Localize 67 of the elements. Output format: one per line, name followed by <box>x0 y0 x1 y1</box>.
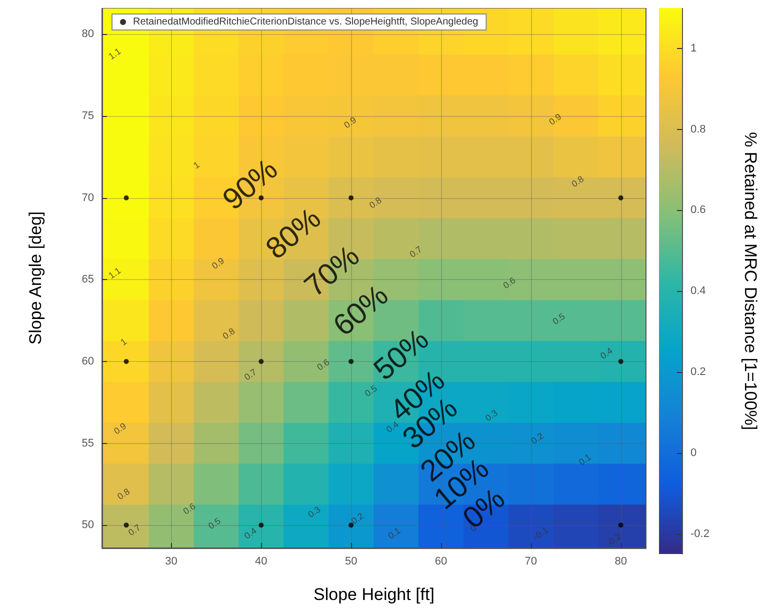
point <box>618 358 624 364</box>
point <box>618 522 624 528</box>
point <box>258 522 264 528</box>
point <box>124 522 129 528</box>
color-bar-label: 0 <box>690 446 697 459</box>
x-tick-label: 30 <box>165 556 178 568</box>
point <box>348 358 354 364</box>
annotation: 0.1 <box>386 526 402 541</box>
annotation: 0.4 <box>384 419 400 435</box>
y-tick-label: 80 <box>82 28 94 40</box>
annotation: 0.8 <box>116 486 132 502</box>
annotation: 0.1 <box>576 452 593 468</box>
annotation: 0.7 <box>408 244 424 260</box>
x-tick-label: 70 <box>524 556 538 568</box>
annotation: 0.6 <box>315 357 332 372</box>
annotation: 1 <box>191 160 202 171</box>
color-bar-label: 0.6 <box>690 204 706 216</box>
annotation: 0.9 <box>112 420 128 436</box>
annotation: 0.2 <box>349 510 366 526</box>
annotation: 90% <box>216 152 284 217</box>
point <box>348 195 354 200</box>
annotation: 0.9 <box>210 256 226 271</box>
point <box>124 358 129 364</box>
annotation: -0.1 <box>532 524 550 542</box>
x-tick-label: 40 <box>255 556 268 568</box>
annotation: 0.2 <box>529 430 546 446</box>
annotation: 0.7 <box>126 522 142 538</box>
annotation: 0.7 <box>242 366 258 382</box>
y-tick-label: 70 <box>82 192 94 204</box>
y-axis-title: Slope Angle [deg] <box>26 211 45 345</box>
annotation: 0.9 <box>547 112 564 127</box>
x-tick-label: 50 <box>344 556 358 568</box>
annotation: 1.1 <box>106 46 123 62</box>
x-tick-label: 60 <box>434 556 448 568</box>
annotation: 0.9 <box>342 114 358 130</box>
annotation: 0.3 <box>483 408 500 424</box>
y-tick-label: 65 <box>82 274 94 286</box>
annotation: -0.2 <box>604 531 623 548</box>
point <box>124 195 129 200</box>
color-bar-label: 0.4 <box>690 285 706 298</box>
annotation: 0.6 <box>501 275 518 291</box>
annotation: 0.3 <box>306 504 322 520</box>
color-bar-label: -0.2 <box>690 528 710 540</box>
annotation: 0.8 <box>367 195 384 210</box>
color-bar-label: 0.8 <box>690 123 706 136</box>
annotation: 1.1 <box>106 265 123 281</box>
annotation: 0.8 <box>220 326 237 342</box>
color-bar-label: 1 <box>690 42 697 54</box>
y-tick-label: 50 <box>82 519 94 532</box>
y-tick-label: 60 <box>82 355 94 368</box>
annotation: 0.8 <box>570 174 586 190</box>
annotation: 1 <box>118 336 129 348</box>
annotation: 0.6 <box>181 501 198 516</box>
annotation: 0.4 <box>598 346 614 361</box>
point <box>258 358 264 364</box>
y-tick-label: 55 <box>82 437 94 450</box>
x-tick-label: 80 <box>614 556 627 568</box>
color-bar-label: 0.2 <box>690 366 706 378</box>
annotation: 0.5 <box>550 311 567 327</box>
point <box>618 195 624 200</box>
annotation: 0.5 <box>362 383 379 399</box>
legend-label: RetainedatModifiedRitchieCriterionDistance vs. SlopeHeightft, SlopeAngledeg <box>133 16 478 28</box>
x-axis-title: Slope Height [ft] <box>314 585 434 604</box>
color-bar-title: % Retained at MRC Distance [1=100%] <box>741 132 760 430</box>
annotation: 0.4 <box>242 526 258 541</box>
annotation: 0.5 <box>206 516 222 532</box>
y-tick-label: 75 <box>82 110 94 122</box>
